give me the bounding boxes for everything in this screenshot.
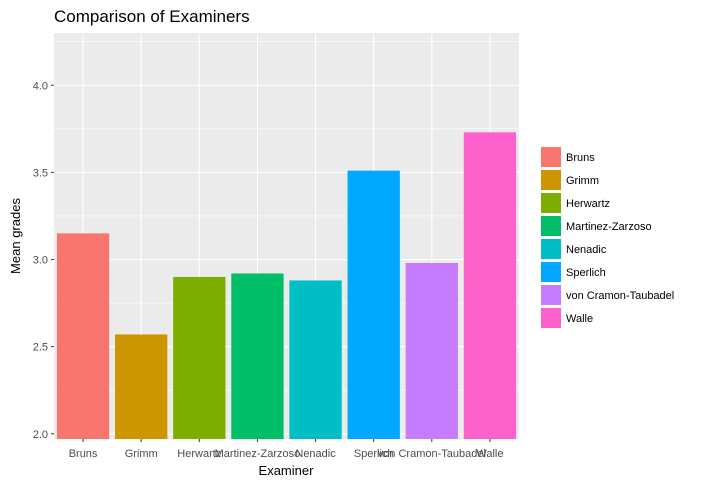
legend-label: Nenadic: [566, 244, 607, 256]
bar-walle: [463, 132, 517, 439]
x-axis-title: Examiner: [259, 463, 315, 478]
x-tick-label: Herwartz: [177, 448, 221, 460]
x-tick-label: von Cramon-Taubadel: [378, 448, 486, 460]
x-tick-label: Grimm: [125, 448, 158, 460]
bar-bruns: [56, 233, 110, 439]
legend-key: [541, 308, 561, 328]
chart-title: Comparison of Examiners: [54, 7, 250, 26]
y-tick-label: 3.5: [33, 167, 48, 179]
x-tick-label: Walle: [476, 448, 503, 460]
legend-key: [541, 239, 561, 259]
legend-key: [541, 170, 561, 190]
x-tick-label: Nenadic: [295, 448, 336, 460]
legend-key: [541, 216, 561, 236]
bars: [56, 132, 517, 439]
y-tick-label: 2.5: [33, 342, 48, 354]
y-axis-title: Mean grades: [8, 198, 23, 274]
legend-label: Walle: [566, 313, 593, 325]
bar-nenadic: [289, 280, 342, 439]
y-axis: 2.0 2.5 3.0 3.5 4.0: [33, 80, 54, 441]
legend-key: [541, 193, 561, 213]
x-tick-label: Bruns: [69, 448, 98, 460]
legend-label: von Cramon-Taubadel: [566, 290, 674, 302]
x-axis: Bruns Grimm HerwartzMartinez-ZarzosoNenadi…: [69, 439, 503, 460]
legend-label: Sperlich: [566, 267, 606, 279]
bar-grimm: [115, 334, 168, 439]
bar-herwartz: [173, 276, 226, 439]
y-tick-label: 4.0: [33, 80, 48, 92]
legend-key: [541, 262, 561, 282]
legend-label: Herwartz: [566, 198, 610, 210]
legend-label: Martinez-Zarzoso: [566, 221, 652, 233]
bar-martinez-zarzoso: [231, 273, 284, 439]
x-tick-label: Sperlich: [354, 448, 394, 460]
y-tick-label: 3.0: [33, 255, 48, 267]
legend-label: Grimm: [566, 175, 599, 187]
bar-von-cramon-taubadel: [405, 263, 458, 439]
x-tick-label: Martinez-Zarzoso: [215, 448, 301, 460]
bar-sperlich: [347, 170, 400, 439]
legend: Bruns Grimm Herwartz Martinez-Zarzoso Nenadi…: [541, 147, 674, 328]
y-tick-label: 2.0: [33, 429, 48, 441]
legend-label: Bruns: [566, 152, 595, 164]
legend-key: [541, 147, 561, 167]
legend-key: [541, 285, 561, 305]
